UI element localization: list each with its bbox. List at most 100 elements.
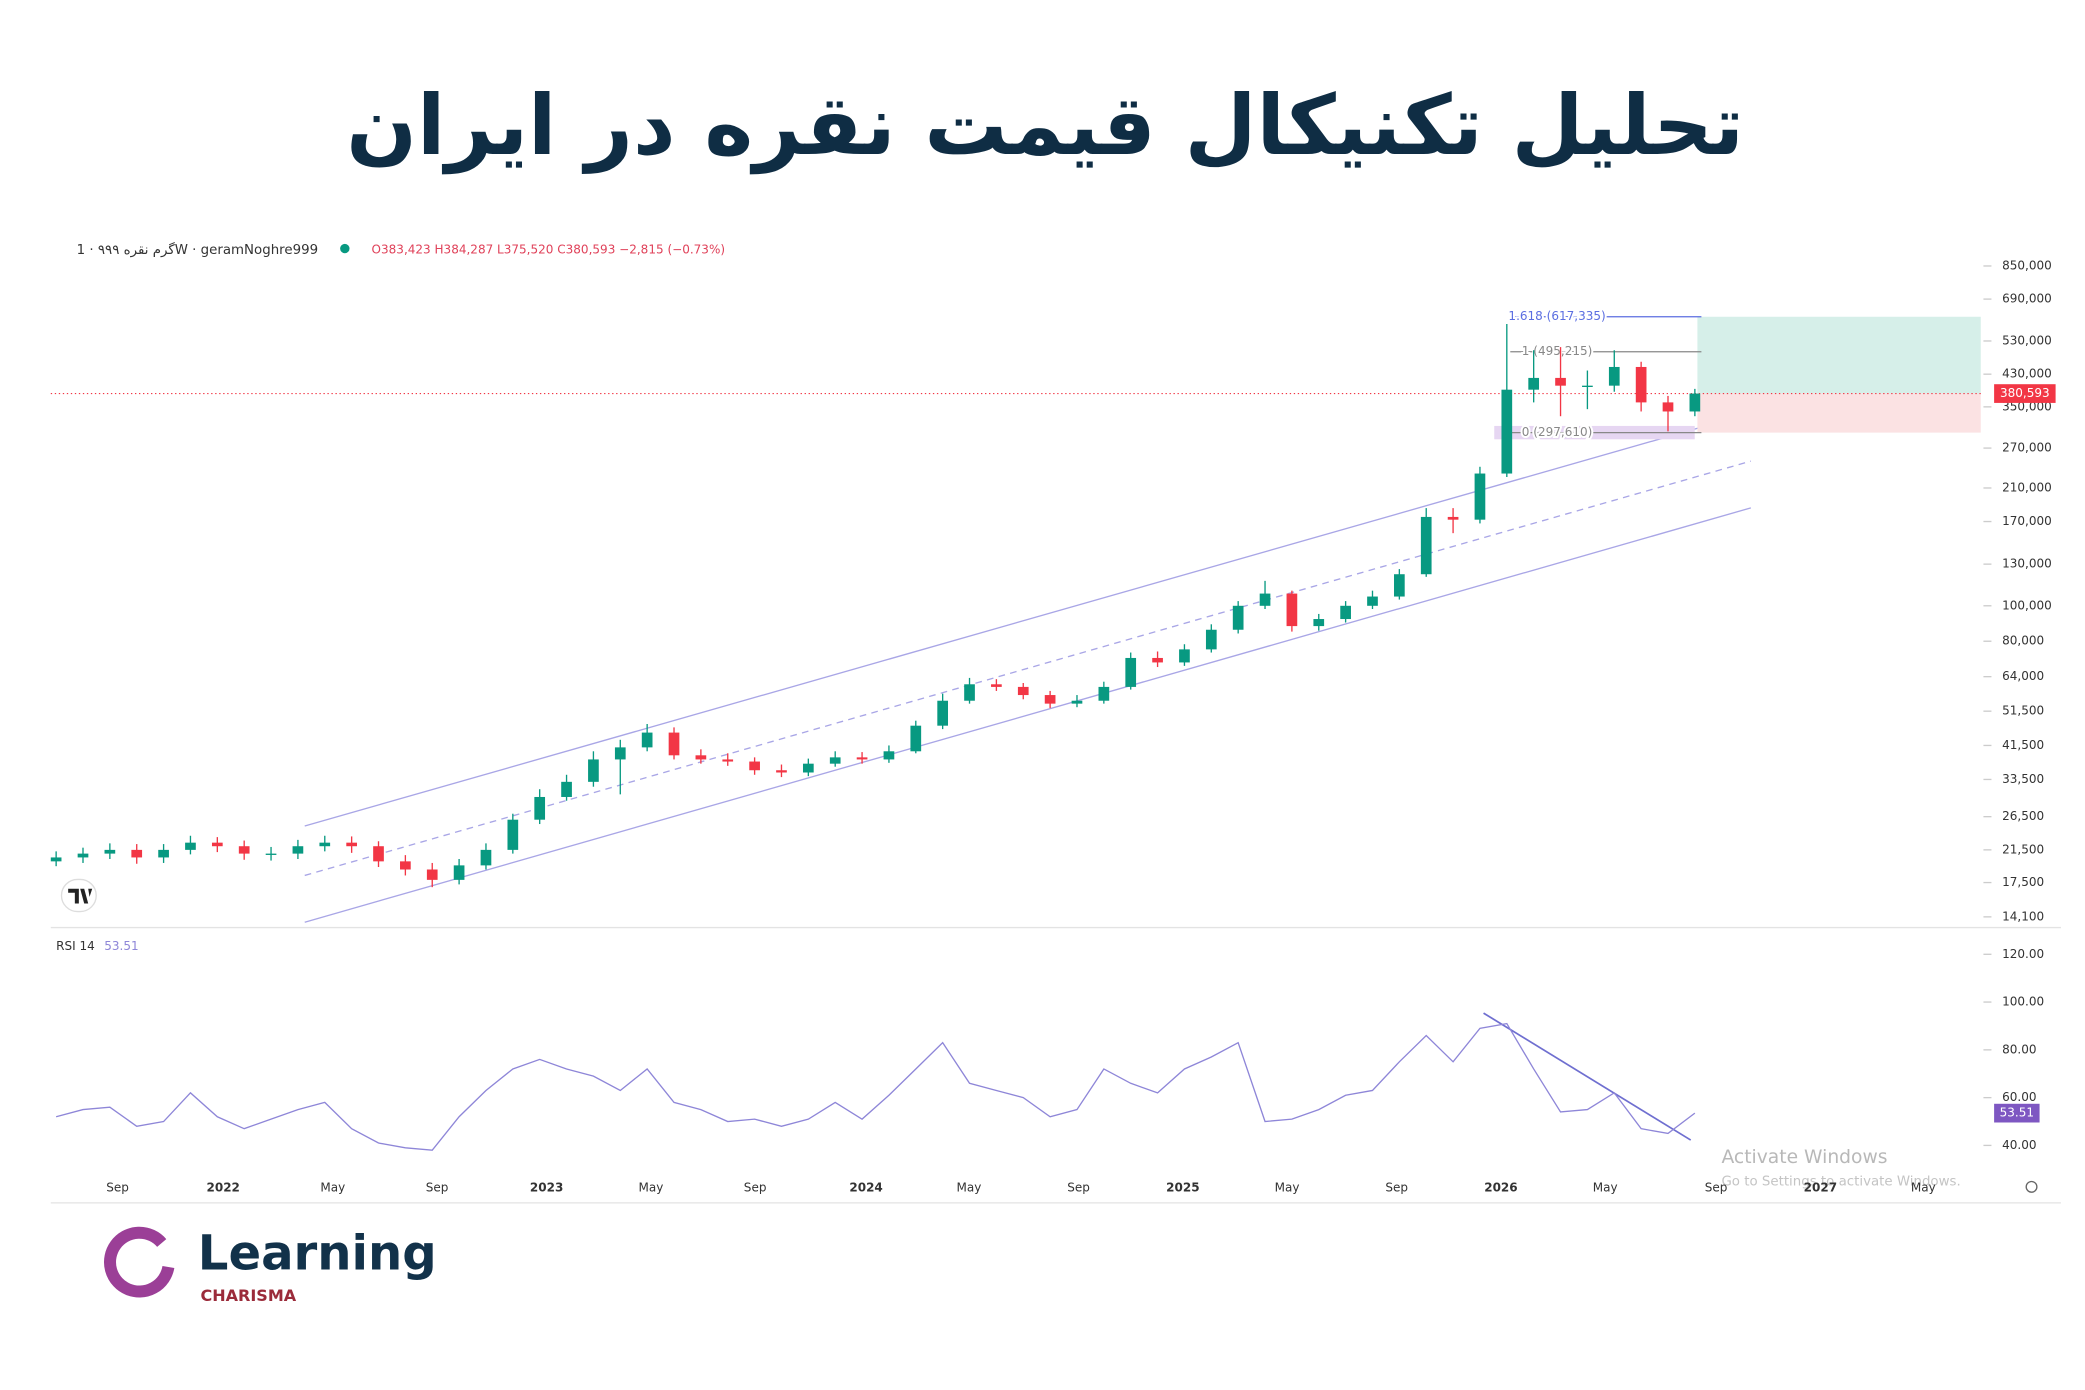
candle-body	[1152, 657, 1163, 663]
candle-body	[265, 853, 277, 855]
rsi-last-value: 53.51	[104, 939, 138, 953]
tv-logo-mark	[68, 888, 93, 904]
candle-body	[1635, 366, 1647, 403]
x-tick-label: Sep	[1067, 1181, 1090, 1195]
x-tick-label: 2026	[1484, 1181, 1517, 1195]
candle-body	[1555, 377, 1566, 386]
channel-mid	[304, 460, 1752, 877]
y-tick-label: 690,000	[2002, 292, 2052, 306]
candle-body	[77, 853, 89, 858]
candle-body	[1313, 619, 1325, 627]
x-tick-label: May	[1593, 1181, 1618, 1195]
candle-body	[319, 842, 331, 847]
candle-body	[695, 755, 707, 760]
candle-body	[749, 761, 760, 771]
candle-body	[507, 819, 519, 850]
candle-body	[1394, 574, 1405, 597]
status-dot	[340, 243, 350, 254]
y-tick-label: 17,500	[2002, 875, 2044, 889]
x-tick-label: 2022	[206, 1181, 239, 1195]
candle-body	[426, 869, 438, 880]
candle-body	[1474, 473, 1486, 520]
candle-body	[991, 684, 1002, 687]
candle-body	[1071, 700, 1083, 704]
y-tick-label: 210,000	[2002, 480, 2052, 494]
settings-icon[interactable]	[2025, 1180, 2038, 1193]
candle-body	[1098, 686, 1110, 701]
candle-body	[346, 842, 357, 847]
x-tick-label: Sep	[1705, 1181, 1728, 1195]
candle-body	[856, 757, 868, 760]
y-tick-label: 130,000	[2002, 557, 2052, 571]
candle-body	[1044, 695, 1056, 704]
x-tick-label: May	[1275, 1181, 1300, 1195]
tv-logo	[60, 878, 97, 913]
y-tick-label: 100.00	[2002, 995, 2044, 1009]
y-tick-label: 40.00	[2002, 1138, 2036, 1152]
candle-body	[668, 732, 680, 756]
y-tick-label: 80.00	[2002, 1042, 2036, 1056]
candle-body	[1017, 686, 1029, 696]
candle-body	[883, 751, 895, 760]
candle-body	[373, 846, 384, 862]
fib-label: 1.618 (617,335)	[1508, 309, 1605, 323]
candle-body	[158, 849, 169, 858]
candle-body	[964, 684, 975, 701]
y-tick-label: 51,500	[2002, 704, 2044, 718]
candle-body	[910, 725, 922, 752]
candle-body	[641, 732, 653, 748]
page-title: تحلیل تکنیکال قیمت نقره در ایران	[346, 77, 1744, 175]
candle-body	[1689, 393, 1701, 412]
watermark-sub: Go to Settings to activate Windows.	[1721, 1175, 1960, 1190]
x-tick-label: Sep	[106, 1181, 129, 1195]
y-tick-label: 430,000	[2002, 367, 2052, 381]
last-price-label: 380,593	[2000, 386, 2050, 400]
watermark-title: Activate Windows	[1721, 1147, 1887, 1168]
candle-body	[1232, 605, 1244, 630]
brand-sub: CHARISMA	[200, 1286, 296, 1305]
ohlc-label: O383,423 H384,287 L375,520 C380,593 −2,8…	[372, 242, 726, 256]
y-tick-label: 26,500	[2002, 809, 2044, 823]
x-tick-label: 2025	[1166, 1181, 1199, 1195]
candle-body	[1528, 377, 1540, 390]
rsi-tag	[1994, 1103, 2040, 1123]
candle-body	[722, 759, 734, 762]
x-tick-label: Sep	[744, 1181, 767, 1195]
candle-body	[292, 846, 304, 854]
candle-body	[480, 849, 492, 866]
candle-body	[829, 757, 841, 764]
y-tick-label: 21,500	[2002, 842, 2044, 856]
candle-body	[1340, 605, 1351, 620]
candle-body	[1179, 649, 1190, 663]
y-tick-label: 270,000	[2002, 441, 2052, 455]
x-tick-label: May	[320, 1181, 345, 1195]
candle-body	[238, 846, 250, 854]
candle-body	[211, 842, 223, 847]
candle-body	[185, 842, 196, 850]
candle-body	[1286, 593, 1298, 627]
candle-body	[1125, 657, 1137, 687]
y-tick-label: 170,000	[2002, 514, 2052, 528]
candle-body	[1205, 629, 1217, 650]
x-tick-label: 2027	[1804, 1181, 1837, 1195]
candle-body	[937, 700, 949, 726]
last-price-tag	[1994, 384, 2056, 403]
candle-body	[1420, 516, 1432, 575]
fib-label: 0 (297,610)	[1522, 425, 1593, 439]
x-tick-label: May	[957, 1181, 982, 1195]
channel-upper	[304, 412, 1752, 827]
fib-label: 1 (495,215)	[1522, 344, 1593, 358]
candle-body	[776, 770, 787, 773]
rsi-trendline	[1483, 1012, 1692, 1141]
x-tick-label: Sep	[1385, 1181, 1408, 1195]
y-tick-label: 530,000	[2002, 333, 2052, 347]
y-tick-label: 80,000	[2002, 634, 2044, 648]
x-tick-label: 2024	[849, 1181, 882, 1195]
candle-body	[561, 781, 572, 797]
channel	[304, 412, 1752, 923]
target-zone	[1697, 316, 1981, 394]
brand-name: Learning	[198, 1225, 437, 1281]
